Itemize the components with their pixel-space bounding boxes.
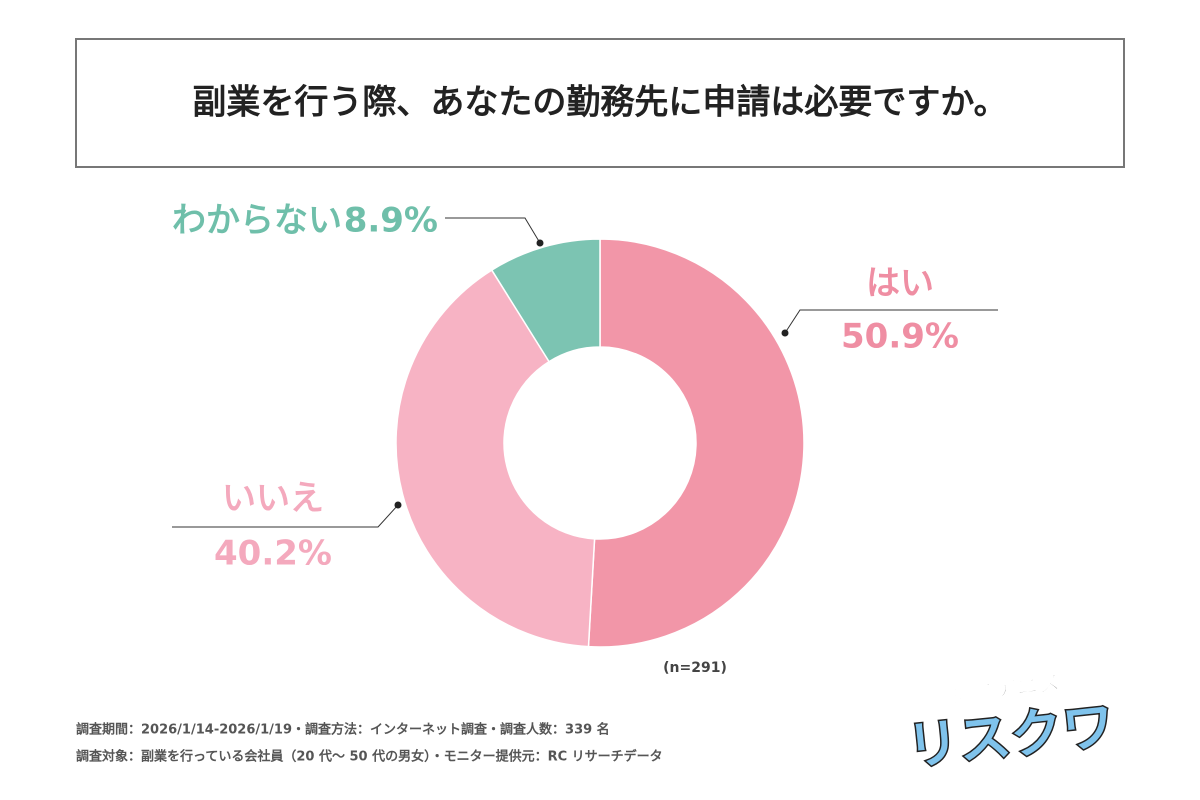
leader-dot bbox=[394, 501, 402, 509]
leader-line bbox=[784, 309, 998, 334]
donut-slice bbox=[490, 238, 601, 363]
footnote: 調査対象：副業を行っている会社員（20 代〜 50 代の男女）・モニター提供元：… bbox=[76, 749, 663, 765]
sample-size: (n=291) bbox=[663, 660, 727, 676]
leader-line bbox=[445, 217, 541, 244]
value-label: 8.9% bbox=[344, 201, 438, 241]
logo-title: リスクワ bbox=[904, 696, 1117, 777]
leader-line bbox=[172, 504, 399, 528]
category-label: はい bbox=[866, 264, 934, 304]
value-label: 50.9% bbox=[841, 317, 959, 357]
donut-slice bbox=[395, 269, 596, 648]
leader-dot bbox=[536, 239, 544, 247]
title-box bbox=[75, 38, 1125, 168]
category-label: いいえ bbox=[222, 479, 324, 519]
logo: 副業アニメ リスクワ bbox=[903, 671, 1119, 779]
value-label: 40.2% bbox=[214, 534, 332, 574]
category-label: わからない bbox=[172, 201, 342, 241]
donut-slice bbox=[587, 238, 805, 648]
footnote: 調査期間：2026/1/14-2026/1/19・調査方法：インターネット調査・… bbox=[76, 722, 610, 738]
leader-dot bbox=[781, 329, 789, 337]
chart-title: 副業を行う際、あなたの勤務先に申請は必要ですか。 bbox=[192, 83, 1007, 123]
